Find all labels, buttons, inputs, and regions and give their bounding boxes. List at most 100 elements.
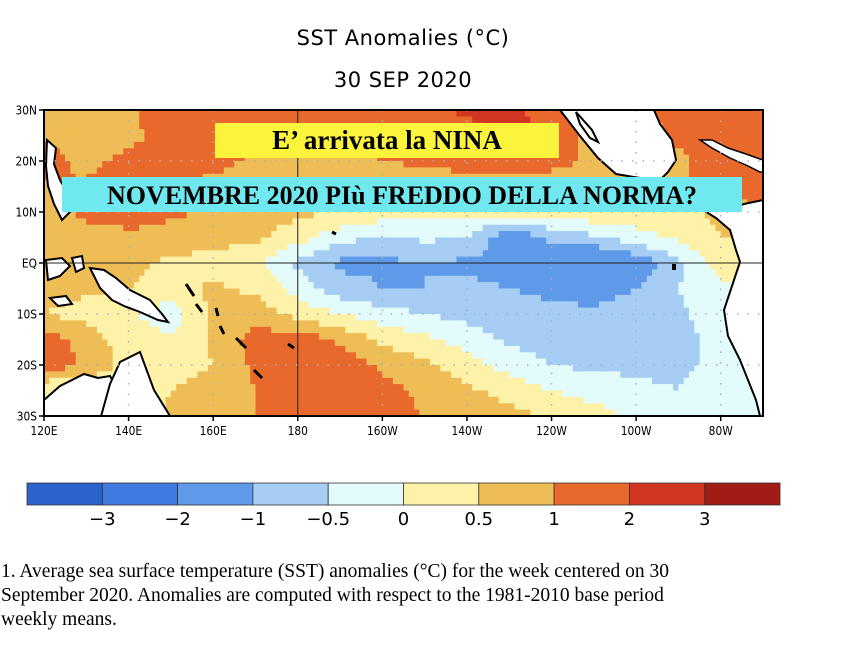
sst-cell [292,167,299,175]
sst-cell [371,333,378,341]
sst-cell [207,275,214,283]
sst-cell [482,301,489,309]
sst-cell [741,192,748,200]
sst-cell [704,224,711,232]
sst-cell [377,161,383,168]
sst-cell [689,224,695,232]
sst-cell [403,282,410,290]
sst-cell [340,218,346,226]
sst-cell [271,154,278,162]
sst-cell [260,218,267,226]
sst-cell [752,116,759,124]
sst-cell [128,122,135,130]
sst-cell [546,224,553,232]
sst-cell [96,288,103,296]
sst-cell [683,141,690,149]
sst-cell [345,314,352,321]
sst-cell [102,154,109,162]
sst-cell [472,294,479,302]
sst-cell [509,269,516,277]
sst-cell [266,250,272,258]
sst-cell [726,141,732,149]
sst-cell [96,116,103,124]
sst-cell [255,307,262,315]
sst-cell [149,256,156,264]
sst-cell [197,237,204,245]
sst-cell [244,307,251,315]
sst-cell [318,212,325,219]
sst-cell [408,110,415,117]
sst-cell [313,231,320,239]
sst-cell [752,173,759,181]
sst-cell [493,161,500,168]
sst-cell [578,237,584,245]
sst-cell [435,314,442,321]
sst-cell [424,110,431,117]
sst-cell [583,231,590,239]
sst-cell [503,212,510,219]
sst-cell [535,307,542,315]
sst-cell [731,116,738,124]
sst-cell [366,243,373,251]
sst-cell [535,339,542,347]
sst-cell [466,314,473,321]
sst-cell [81,250,87,258]
sst-cell [292,269,299,277]
sst-cell [260,301,267,309]
sst-cell [313,294,320,302]
sst-cell [334,167,341,175]
sst-cell [112,237,119,245]
sst-cell [678,294,685,302]
sst-cell [70,314,77,321]
sst-cell [694,275,701,283]
sst-cell [414,294,420,302]
sst-cell [181,148,188,156]
sst-cell [704,161,711,168]
sst-cell [86,231,93,239]
sst-cell [128,231,135,239]
sst-cell [340,224,346,232]
sst-cell [144,212,151,219]
sst-cell [207,314,214,321]
sst-cell [133,231,140,239]
sst-cell [218,294,225,302]
sst-cell [720,154,727,162]
sst-cell [133,110,140,117]
sst-cell [181,288,188,296]
sst-cell [213,339,220,347]
sst-cell [170,275,177,283]
sst-cell [461,224,468,232]
sst-cell [324,256,331,264]
sst-cell [297,269,304,277]
sst-cell [44,326,50,334]
sst-cell [466,154,473,162]
sst-cell [636,326,642,334]
sst-cell [207,269,214,277]
sst-cell [509,333,516,341]
sst-cell [49,224,56,232]
sst-cell [160,237,167,245]
sst-cell [657,326,664,334]
sst-cell [588,320,595,328]
sst-cell [593,294,600,302]
sst-cell [694,116,701,124]
sst-cell [615,294,621,302]
sst-cell [673,326,679,334]
sst-cell [673,212,679,219]
sst-cell [657,288,664,296]
sst-cell [350,231,357,239]
sst-cell [440,237,447,245]
sst-cell [118,110,124,117]
sst-cell [202,116,209,124]
sst-cell [355,231,362,239]
sst-cell [673,282,679,290]
sst-cell [165,250,172,258]
sst-cell [419,301,426,309]
sst-cell [435,110,442,117]
sst-cell [382,282,389,290]
sst-cell [525,256,531,264]
sst-cell [599,314,605,321]
sst-cell [234,167,241,175]
sst-cell [234,256,241,264]
sst-cell [472,320,479,328]
